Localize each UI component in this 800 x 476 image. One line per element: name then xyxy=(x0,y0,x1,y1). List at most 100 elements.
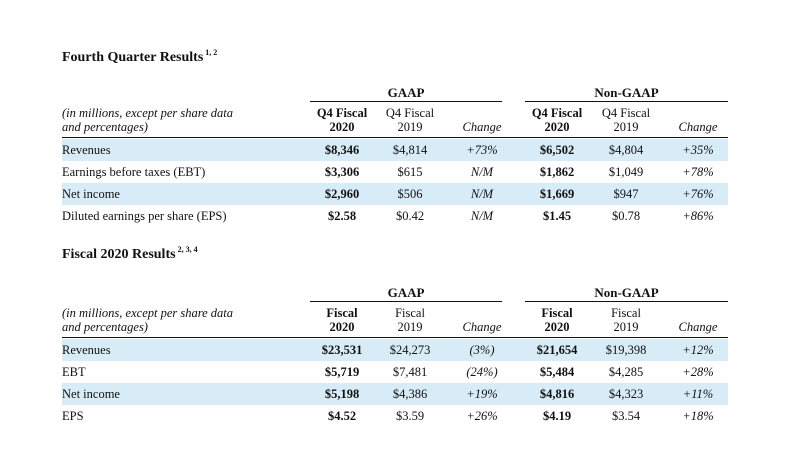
q4-gaap-header: GAAP xyxy=(310,84,502,102)
q4-desc-line2: and percentages) xyxy=(62,120,148,134)
table-row: Revenues $8,346 $4,814 +73% $6,502 $4,80… xyxy=(62,139,728,161)
fy-gaap-current-header: Fiscal 2020 xyxy=(310,306,374,334)
fy-ng-current-l1: Fiscal xyxy=(541,306,573,320)
nongaap-current-value: $1.45 xyxy=(542,209,572,223)
q4-gaap-current-header: Q4 Fiscal 2020 xyxy=(310,106,374,134)
fy-table-description: (in millions, except per share data and … xyxy=(62,306,233,334)
q4-gaap-prior-l1: Q4 Fiscal xyxy=(385,106,435,120)
nongaap-current-value: $1,669 xyxy=(539,187,575,201)
gaap-current-value: $5,719 xyxy=(324,365,360,379)
gaap-current-value: $3,306 xyxy=(324,165,360,179)
q4-ng-current-l2: 2020 xyxy=(544,120,570,134)
fy-footnote: 2, 3, 4 xyxy=(177,245,198,254)
q4-table-description: (in millions, except per share data and … xyxy=(62,106,233,134)
nongaap-change-value: +28% xyxy=(682,365,714,379)
q4-desc-line1: (in millions, except per share data xyxy=(62,106,234,120)
nongaap-change-value: +11% xyxy=(682,387,714,401)
gaap-change-value: +26% xyxy=(466,409,498,423)
nongaap-current-value: $1,862 xyxy=(539,165,575,179)
nongaap-change-value: +86% xyxy=(682,209,714,223)
nongaap-prior-value: $4,804 xyxy=(608,143,644,157)
fy-ng-current-l2: 2020 xyxy=(544,320,570,334)
row-label: Net income xyxy=(62,387,120,401)
gaap-change-value: +19% xyxy=(466,387,498,401)
fy-column-header-row: (in millions, except per share data and … xyxy=(62,304,728,338)
nongaap-prior-value: $3.54 xyxy=(611,409,641,423)
gaap-change-value: N/M xyxy=(470,165,494,179)
fy-nongaap-header: Non-GAAP xyxy=(525,284,728,302)
nongaap-prior-value: $947 xyxy=(613,187,639,201)
nongaap-change-value: +35% xyxy=(682,143,714,157)
gaap-prior-value: $506 xyxy=(397,187,423,201)
row-label: Diluted earnings per share (EPS) xyxy=(62,209,227,223)
table-row: EBT $5,719 $7,481 (24%) $5,484 $4,285 +2… xyxy=(62,361,728,383)
nongaap-current-value: $21,654 xyxy=(536,343,578,357)
fy-desc-line1: (in millions, except per share data xyxy=(62,306,234,320)
gaap-prior-value: $24,273 xyxy=(389,343,431,357)
nongaap-change-value: +76% xyxy=(682,187,714,201)
q4-ng-prior-l1: Q4 Fiscal xyxy=(601,106,651,120)
nongaap-change-value: +12% xyxy=(682,343,714,357)
gaap-change-value: N/M xyxy=(470,187,494,201)
q4-gaap-current-l2: 2020 xyxy=(329,120,355,134)
q4-ng-prior-l2: 2019 xyxy=(613,120,639,134)
gaap-prior-value: $7,481 xyxy=(392,365,428,379)
q4-column-header-row: (in millions, except per share data and … xyxy=(62,104,728,138)
nongaap-current-value: $4.19 xyxy=(542,409,572,423)
nongaap-prior-value: $0.78 xyxy=(611,209,641,223)
fy-section-title: Fiscal 2020 Results 2, 3, 4 xyxy=(62,245,198,263)
table-row: Net income $5,198 $4,386 +19% $4,816 $4,… xyxy=(62,383,728,405)
fy-gaap-header: GAAP xyxy=(310,284,502,302)
table-row: EPS $4.52 $3.59 +26% $4.19 $3.54 +18% xyxy=(62,405,728,427)
fy-nongaap-current-header: Fiscal 2020 xyxy=(525,306,589,334)
gaap-prior-value: $0.42 xyxy=(395,209,425,223)
nongaap-prior-value: $4,285 xyxy=(608,365,644,379)
table-row: Diluted earnings per share (EPS) $2.58 $… xyxy=(62,205,728,227)
q4-ng-current-l1: Q4 Fiscal xyxy=(531,106,583,120)
q4-section-title: Fourth Quarter Results 1, 2 xyxy=(62,48,217,66)
table-row: Net income $2,960 $506 N/M $1,669 $947 +… xyxy=(62,183,728,205)
q4-nongaap-header: Non-GAAP xyxy=(525,84,728,102)
nongaap-current-value: $6,502 xyxy=(539,143,575,157)
fy-gaap-change-header: Change xyxy=(462,320,502,334)
fy-gaap-prior-l2: 2019 xyxy=(397,320,423,334)
q4-gaap-current-l1: Q4 Fiscal xyxy=(316,106,368,120)
fy-ng-prior-l1: Fiscal xyxy=(611,306,641,320)
gaap-prior-value: $4,386 xyxy=(392,387,428,401)
gaap-current-value: $23,531 xyxy=(321,343,363,357)
q4-title-text: Fourth Quarter Results xyxy=(62,50,204,65)
gaap-change-value: (3%) xyxy=(469,343,495,357)
nongaap-change-value: +18% xyxy=(682,409,714,423)
nongaap-current-value: $5,484 xyxy=(539,365,575,379)
gaap-current-value: $2.58 xyxy=(327,209,357,223)
fy-desc-line2: and percentages) xyxy=(62,320,148,334)
gaap-current-value: $8,346 xyxy=(324,143,360,157)
q4-gaap-prior-header: Q4 Fiscal 2019 xyxy=(378,106,442,134)
row-label: EPS xyxy=(62,409,84,423)
nongaap-prior-value: $1,049 xyxy=(608,165,644,179)
gaap-change-value: +73% xyxy=(466,143,498,157)
gaap-current-value: $2,960 xyxy=(324,187,360,201)
nongaap-prior-value: $4,323 xyxy=(608,387,644,401)
nongaap-prior-value: $19,398 xyxy=(605,343,647,357)
gaap-prior-value: $4,814 xyxy=(392,143,428,157)
q4-footnote: 1, 2 xyxy=(205,48,218,57)
table-row: Earnings before taxes (EBT) $3,306 $615 … xyxy=(62,161,728,183)
nongaap-current-value: $4,816 xyxy=(539,387,575,401)
q4-nongaap-prior-header: Q4 Fiscal 2019 xyxy=(594,106,658,134)
nongaap-change-value: +78% xyxy=(682,165,714,179)
gaap-prior-value: $3.59 xyxy=(395,409,425,423)
fy-ng-prior-l2: 2019 xyxy=(613,320,639,334)
row-label: Revenues xyxy=(62,343,111,357)
q4-nongaap-current-header: Q4 Fiscal 2020 xyxy=(525,106,589,134)
gaap-current-value: $5,198 xyxy=(324,387,360,401)
row-label: Net income xyxy=(62,187,120,201)
row-label: Earnings before taxes (EBT) xyxy=(62,165,206,179)
row-label: Revenues xyxy=(62,143,111,157)
gaap-current-value: $4.52 xyxy=(327,409,357,423)
gaap-change-value: N/M xyxy=(470,209,494,223)
fy-gaap-prior-header: Fiscal 2019 xyxy=(378,306,442,334)
gaap-prior-value: $615 xyxy=(397,165,423,179)
q4-gaap-change-header: Change xyxy=(462,120,502,134)
fy-nongaap-prior-header: Fiscal 2019 xyxy=(594,306,658,334)
